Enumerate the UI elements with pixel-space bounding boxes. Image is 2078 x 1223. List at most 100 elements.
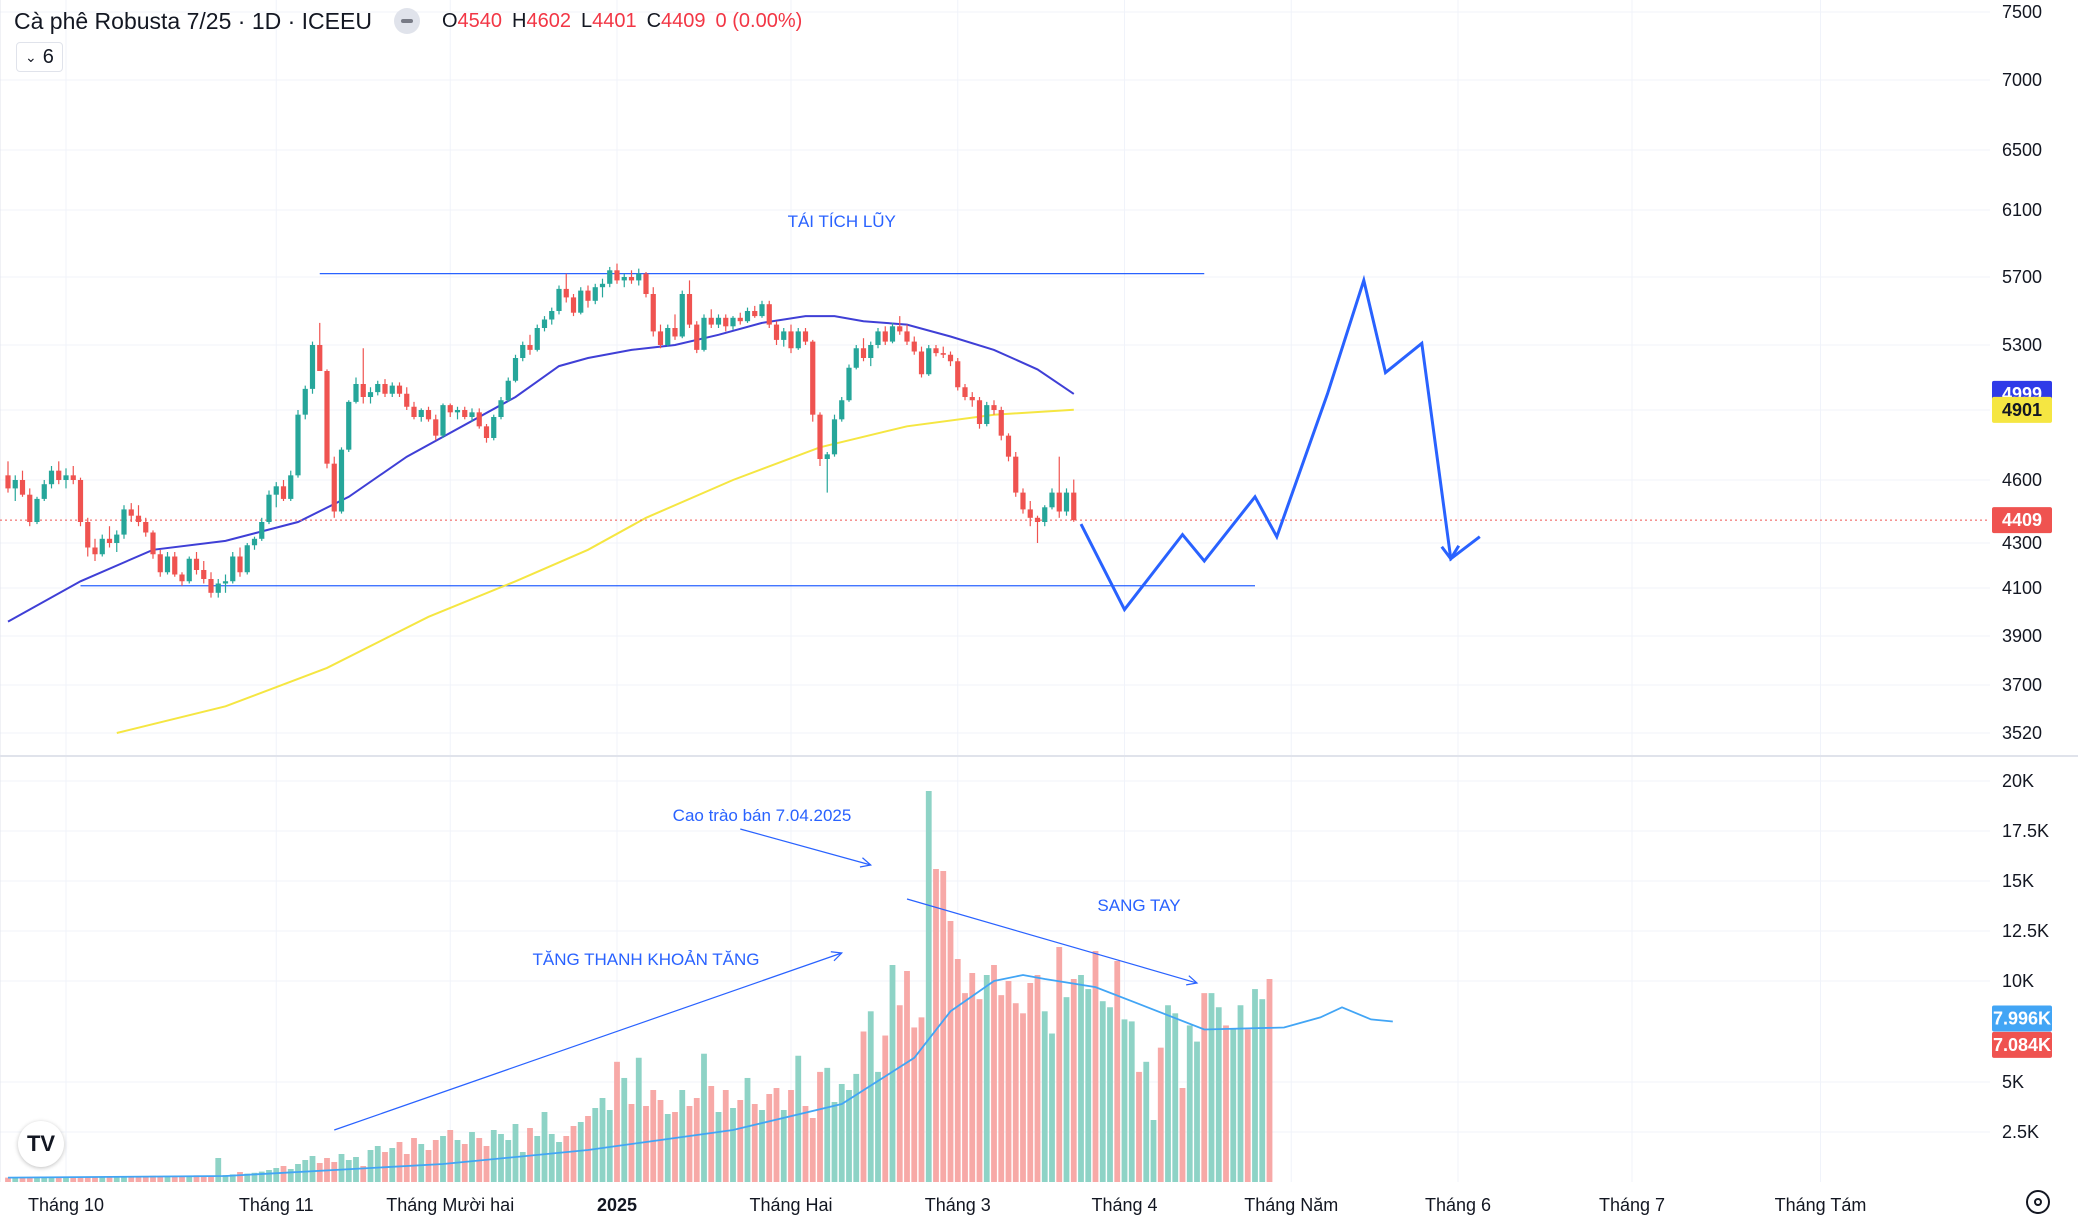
volume-bar bbox=[1237, 1005, 1244, 1182]
candle bbox=[483, 424, 490, 443]
candle bbox=[418, 408, 424, 422]
volume-bar bbox=[84, 1177, 91, 1182]
volume-bar bbox=[976, 999, 983, 1182]
candle-body bbox=[179, 574, 185, 582]
volume-bar bbox=[374, 1146, 381, 1182]
candle-body bbox=[585, 290, 591, 301]
volume-bar bbox=[41, 1177, 48, 1182]
candle-body bbox=[1027, 509, 1033, 518]
price-pane[interactable]: TÁI TÍCH LŨY bbox=[0, 212, 1990, 734]
volume-bar bbox=[628, 1104, 635, 1182]
candle bbox=[897, 316, 903, 335]
candle bbox=[846, 364, 852, 402]
x-tick-label: 2025 bbox=[597, 1195, 637, 1215]
candle-body bbox=[926, 348, 932, 375]
candle-body bbox=[918, 351, 925, 375]
candle bbox=[222, 574, 229, 593]
candle-body bbox=[759, 304, 765, 317]
candle-body bbox=[5, 475, 11, 489]
candle bbox=[70, 466, 76, 485]
candle-body bbox=[940, 353, 946, 355]
candle bbox=[1071, 479, 1077, 522]
candle bbox=[505, 377, 511, 402]
y-tick-label: 5K bbox=[2002, 1072, 2024, 1092]
candle bbox=[389, 382, 395, 397]
candle bbox=[730, 316, 736, 330]
peak-arrow-head bbox=[859, 857, 873, 868]
candle bbox=[650, 287, 656, 337]
tradingview-logo-icon[interactable]: TV bbox=[18, 1121, 64, 1167]
volume-bar bbox=[512, 1124, 519, 1182]
y-tick-label: 17.5K bbox=[2002, 821, 2049, 841]
symbol-title[interactable]: Cà phê Robusta 7/25 · 1D · ICEEU bbox=[14, 7, 372, 34]
candle bbox=[259, 517, 265, 541]
volume-bar bbox=[773, 1088, 780, 1182]
price-badge-text: 4409 bbox=[2002, 510, 2042, 530]
candle-body bbox=[679, 294, 685, 337]
volume-bar bbox=[505, 1140, 512, 1182]
candle bbox=[679, 290, 685, 339]
chart-header: Cà phê Robusta 7/25 · 1D · ICEEU O4540 H… bbox=[14, 6, 802, 36]
candle bbox=[92, 538, 98, 561]
volume-bar bbox=[795, 1055, 802, 1182]
candle-body bbox=[911, 341, 917, 352]
volume-bar bbox=[896, 1005, 903, 1182]
candle bbox=[853, 345, 859, 370]
volume-bar bbox=[1252, 989, 1258, 1182]
candle bbox=[172, 552, 178, 577]
volume-bar bbox=[215, 1158, 222, 1182]
volume-bar bbox=[686, 1106, 693, 1182]
candle-body bbox=[462, 410, 468, 417]
candle-body bbox=[1049, 492, 1055, 508]
candle bbox=[723, 314, 729, 332]
indicators-toggle-button[interactable]: ⌄ 6 bbox=[16, 42, 63, 72]
volume-bar bbox=[947, 921, 954, 1182]
volume-bar bbox=[1266, 979, 1273, 1182]
candle-body bbox=[244, 545, 250, 573]
candle bbox=[563, 273, 569, 303]
volume-bar bbox=[904, 971, 910, 1182]
volume-bar bbox=[142, 1176, 149, 1182]
candle bbox=[1005, 433, 1012, 462]
candle-body bbox=[976, 400, 983, 424]
candle-body bbox=[1063, 492, 1070, 512]
volume-bar bbox=[1179, 1088, 1186, 1182]
candle bbox=[969, 392, 975, 407]
volume-bar bbox=[432, 1140, 439, 1182]
candle-body bbox=[63, 475, 69, 480]
candle-body bbox=[875, 331, 881, 345]
candle-body bbox=[984, 405, 990, 424]
volume-badge-text: 7.996K bbox=[1993, 1008, 2051, 1028]
gear-icon[interactable] bbox=[2026, 1190, 2050, 1214]
candle bbox=[237, 547, 243, 577]
ma-slow-line bbox=[116, 408, 1074, 734]
candle bbox=[324, 369, 330, 469]
candle bbox=[63, 468, 69, 489]
more-icon[interactable] bbox=[393, 8, 420, 34]
candle-body bbox=[143, 522, 149, 533]
candle-body bbox=[309, 345, 316, 389]
volume-bar bbox=[425, 1150, 432, 1182]
candle bbox=[737, 312, 743, 325]
volume-pane[interactable]: Cao trào bán 7.04.2025 SANG TAY TĂNG THANH… bbox=[5, 791, 1393, 1182]
volume-bar bbox=[701, 1053, 707, 1182]
volume-bar bbox=[360, 1166, 367, 1182]
volume-rise-arrow bbox=[334, 952, 842, 1131]
candle bbox=[404, 387, 410, 410]
volume-bar bbox=[171, 1176, 178, 1182]
volume-bar bbox=[1070, 979, 1077, 1182]
candle-body bbox=[723, 317, 729, 327]
candle bbox=[766, 300, 772, 328]
volume-bar bbox=[1049, 1033, 1055, 1182]
candle bbox=[491, 414, 497, 441]
candle bbox=[27, 488, 33, 527]
candle bbox=[338, 447, 345, 514]
volume-bar bbox=[5, 1177, 11, 1182]
candle bbox=[360, 348, 366, 404]
candle-body bbox=[425, 410, 432, 420]
candle-body bbox=[730, 317, 736, 327]
candle bbox=[244, 543, 250, 575]
candle bbox=[302, 385, 308, 420]
candle-body bbox=[454, 410, 461, 413]
